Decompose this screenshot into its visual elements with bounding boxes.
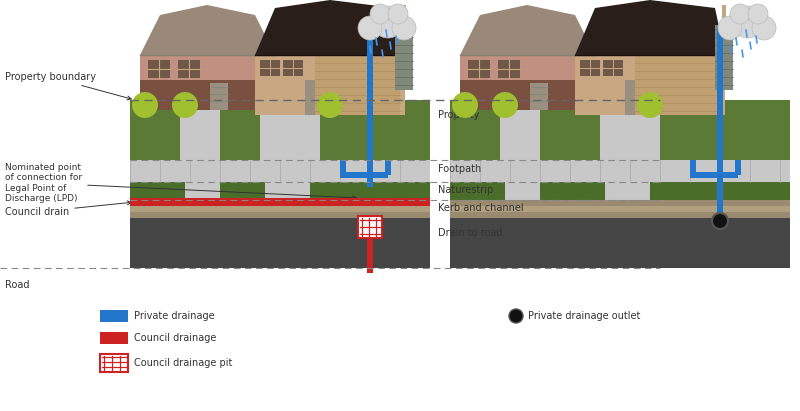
Bar — [635, 55, 720, 115]
Bar — [180, 100, 220, 160]
Circle shape — [452, 92, 478, 118]
Circle shape — [172, 92, 198, 118]
Bar — [575, 55, 725, 115]
Bar — [367, 28, 373, 187]
Circle shape — [370, 4, 390, 24]
Bar — [130, 206, 430, 212]
Bar — [450, 200, 790, 218]
Circle shape — [372, 6, 404, 38]
Text: Council drain: Council drain — [5, 201, 131, 217]
Text: Private drainage outlet: Private drainage outlet — [528, 311, 640, 321]
Bar — [255, 55, 405, 115]
Bar — [460, 55, 595, 110]
Text: Property: Property — [438, 110, 479, 120]
Bar — [690, 172, 720, 178]
Bar — [130, 200, 430, 218]
Bar — [603, 60, 623, 76]
Bar — [130, 218, 430, 268]
Circle shape — [718, 16, 742, 40]
Bar — [450, 218, 790, 268]
Bar — [402, 5, 406, 27]
Bar — [260, 100, 320, 160]
Text: Nominated point
of connection for
Legal Point of
Discharge (LPD): Nominated point of connection for Legal … — [5, 163, 356, 203]
Circle shape — [392, 16, 416, 40]
Bar — [210, 83, 228, 110]
Circle shape — [492, 92, 518, 118]
Bar — [580, 60, 600, 76]
Bar — [460, 80, 595, 110]
Circle shape — [358, 16, 382, 40]
Polygon shape — [575, 0, 725, 55]
Bar — [450, 206, 790, 212]
Text: Private drainage: Private drainage — [134, 311, 214, 321]
Text: Drain to road: Drain to road — [438, 228, 502, 238]
Bar — [450, 100, 790, 160]
Bar — [305, 80, 315, 115]
Bar — [450, 182, 790, 200]
Bar — [265, 182, 310, 200]
Bar — [140, 55, 275, 110]
Bar — [340, 160, 346, 175]
Bar — [715, 25, 733, 90]
Bar — [100, 354, 128, 372]
Bar — [600, 100, 660, 160]
Bar — [690, 160, 696, 175]
Polygon shape — [460, 5, 595, 55]
Circle shape — [730, 4, 750, 24]
Bar — [395, 25, 413, 90]
Text: Naturestrip: Naturestrip — [438, 185, 494, 195]
Bar — [735, 160, 741, 175]
Bar — [500, 100, 540, 160]
Bar — [178, 60, 200, 78]
Circle shape — [509, 309, 523, 323]
Polygon shape — [635, 55, 720, 115]
Text: Kerb and channel: Kerb and channel — [438, 203, 524, 213]
Bar — [717, 28, 723, 218]
Circle shape — [748, 4, 768, 24]
Circle shape — [388, 4, 408, 24]
Polygon shape — [140, 5, 275, 55]
Bar — [185, 182, 220, 200]
Bar — [723, 172, 738, 178]
Bar — [722, 5, 726, 27]
Bar — [530, 83, 548, 110]
Text: Footpath: Footpath — [438, 164, 482, 174]
Circle shape — [732, 6, 764, 38]
Bar — [505, 182, 540, 200]
Bar — [358, 216, 382, 238]
Bar — [385, 160, 391, 175]
Polygon shape — [315, 55, 400, 115]
Bar — [260, 60, 280, 76]
Bar — [100, 332, 128, 344]
Bar — [130, 100, 430, 160]
Bar — [373, 172, 388, 178]
Bar — [130, 160, 430, 182]
Bar — [367, 238, 373, 273]
Bar — [148, 60, 170, 78]
Bar — [130, 198, 430, 206]
Text: Council drainage: Council drainage — [134, 333, 216, 343]
Bar — [130, 182, 430, 200]
Bar — [498, 60, 520, 78]
Bar — [625, 80, 635, 115]
Bar — [315, 55, 400, 115]
Bar — [605, 182, 650, 200]
Bar — [283, 60, 303, 76]
Text: Road: Road — [5, 280, 30, 290]
Circle shape — [752, 16, 776, 40]
Bar — [100, 310, 128, 322]
Circle shape — [637, 92, 663, 118]
Bar — [340, 172, 370, 178]
Circle shape — [317, 92, 343, 118]
Text: Property boundary: Property boundary — [5, 72, 131, 100]
Bar — [140, 80, 275, 110]
Polygon shape — [255, 0, 405, 55]
Circle shape — [132, 92, 158, 118]
Circle shape — [712, 213, 728, 229]
Bar — [450, 160, 790, 182]
Bar — [468, 60, 490, 78]
Text: Council drainage pit: Council drainage pit — [134, 358, 232, 368]
